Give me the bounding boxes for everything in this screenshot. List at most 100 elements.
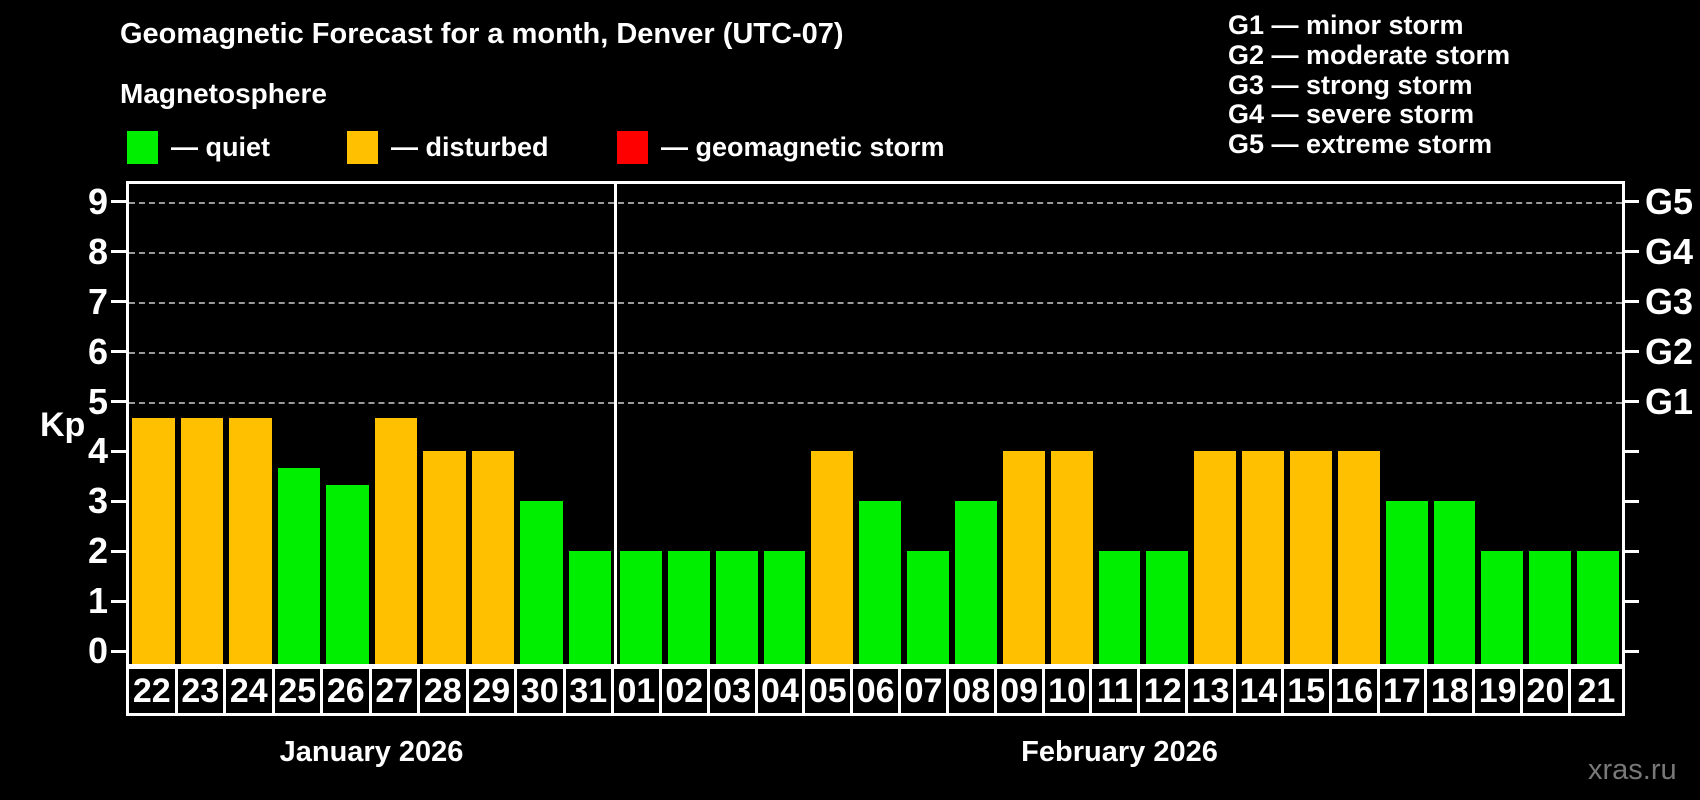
kp-bar <box>180 417 223 664</box>
y-axis-title: Kp <box>40 406 86 444</box>
y-axis-tick-left <box>111 300 127 304</box>
day-label: 06 <box>853 669 902 713</box>
storm-scale-g4: G4 — severe storm <box>1228 99 1475 130</box>
legend-item-storm: — geomagnetic storm <box>617 129 945 165</box>
y-axis-tick-right <box>1623 200 1639 204</box>
plot-area <box>126 181 1625 667</box>
gridline-kp9 <box>129 201 1622 204</box>
day-label: 01 <box>614 669 662 713</box>
legend-label-disturbed: — disturbed <box>391 131 549 162</box>
legend-item-quiet: — quiet <box>127 129 270 165</box>
month-label: February 2026 <box>1021 736 1218 768</box>
kp-bar <box>1577 551 1619 664</box>
quiet-color-swatch <box>127 130 158 164</box>
kp-bar <box>1529 551 1572 664</box>
y-axis-tick-left <box>111 200 127 204</box>
kp-bar <box>1002 451 1045 664</box>
y-tick-label: 9 <box>87 180 108 222</box>
y-axis-tick-left <box>111 499 127 503</box>
gridline-kp8 <box>129 251 1622 254</box>
kp-bar <box>667 551 710 664</box>
storm-scale-legend: G1 — minor storm G2 — moderate storm G3 … <box>1228 10 1511 160</box>
kp-bar <box>374 417 417 664</box>
kp-bar <box>423 451 466 664</box>
day-label: 05 <box>805 669 854 713</box>
kp-bar <box>811 451 854 664</box>
y-axis-tick-right <box>1623 350 1639 354</box>
legend-item-disturbed: — disturbed <box>347 129 549 165</box>
y-axis-tick-left <box>111 549 127 553</box>
y-axis-tick-right <box>1623 649 1639 653</box>
storm-scale-g5: G5 — extreme storm <box>1228 129 1493 160</box>
kp-bar <box>568 551 611 664</box>
y-axis-tick-right <box>1623 250 1639 254</box>
y-axis-tick-left <box>111 400 127 403</box>
day-label: 04 <box>758 669 806 713</box>
chart-subtitle: Magnetosphere <box>120 78 327 109</box>
day-label: 16 <box>1332 669 1380 713</box>
day-label: 29 <box>469 669 517 713</box>
y-axis-tick-right <box>1623 300 1639 304</box>
y-axis-tick-right <box>1623 499 1639 503</box>
day-label: 03 <box>710 669 758 713</box>
month-separator-line <box>614 184 617 664</box>
y-tick-label: 0 <box>87 630 108 671</box>
day-label: 22 <box>129 669 178 713</box>
kp-bar <box>277 467 320 664</box>
day-label: 09 <box>997 669 1045 713</box>
day-label: 08 <box>949 669 997 713</box>
day-label: 24 <box>226 669 275 713</box>
kp-bar <box>326 484 369 664</box>
day-label: 14 <box>1236 669 1284 713</box>
gridline-kp5 <box>129 401 1622 404</box>
kp-bar <box>1050 451 1093 664</box>
kp-bar <box>1290 451 1332 664</box>
day-label: 02 <box>662 669 710 713</box>
day-label: 12 <box>1140 669 1189 713</box>
storm-scale-g3: G3 — strong storm <box>1228 69 1473 100</box>
kp-bar <box>1385 501 1428 664</box>
g-scale-label-g2: G2 <box>1645 330 1694 372</box>
y-tick-label: 3 <box>87 480 108 522</box>
gridline-kp7 <box>129 301 1622 304</box>
day-label: 13 <box>1188 669 1236 713</box>
day-label: 20 <box>1523 669 1571 713</box>
y-axis-tick-left <box>111 250 127 254</box>
kp-bar <box>763 551 806 664</box>
storm-scale-g2: G2 — moderate storm <box>1228 39 1511 70</box>
legend-label-quiet: — quiet <box>171 131 270 162</box>
page-title: Geomagnetic Forecast for a month, Denver… <box>120 18 844 50</box>
y-tick-label: 2 <box>87 530 108 572</box>
day-label: 07 <box>901 669 949 713</box>
y-tick-label: 1 <box>87 580 108 622</box>
gridline-kp6 <box>129 351 1622 354</box>
day-label: 28 <box>420 669 469 713</box>
kp-bar <box>1098 551 1141 664</box>
disturbed-color-swatch <box>347 130 378 164</box>
kp-bar <box>1433 501 1476 664</box>
day-label: 18 <box>1427 669 1476 713</box>
y-axis-tick-right <box>1623 549 1639 553</box>
day-label: 21 <box>1577 671 1616 710</box>
kp-bar <box>132 417 175 664</box>
kp-bar <box>1146 551 1189 664</box>
kp-bar <box>1194 451 1237 664</box>
kp-bar <box>471 451 514 664</box>
y-axis-tick-right <box>1623 400 1639 403</box>
watermark: xras.ru <box>1588 754 1677 786</box>
g-scale-label-g5: G5 <box>1645 180 1694 222</box>
y-tick-label: 7 <box>87 280 108 322</box>
storm-scale-g1: G1 — minor storm <box>1228 10 1464 40</box>
kp-bar <box>229 417 272 664</box>
month-label: January 2026 <box>279 736 464 768</box>
y-axis-tick-right <box>1623 599 1639 603</box>
y-axis-tick-left <box>111 649 127 653</box>
day-label: 17 <box>1380 669 1428 713</box>
day-label: 26 <box>323 669 372 713</box>
y-tick-label: 5 <box>87 380 108 422</box>
legend-label-storm: — geomagnetic storm <box>661 131 945 162</box>
day-label: 19 <box>1475 669 1524 713</box>
day-label: 25 <box>275 669 323 713</box>
y-tick-label: 4 <box>87 430 108 472</box>
